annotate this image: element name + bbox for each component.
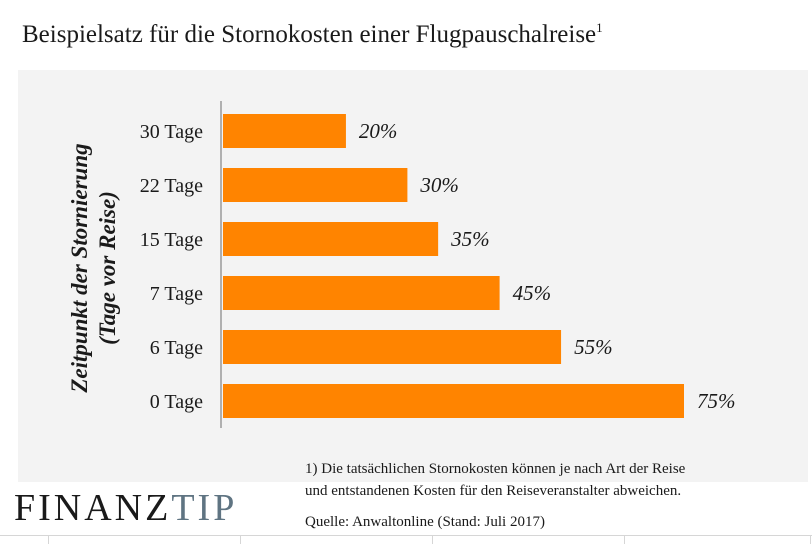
footnote-line2: und entstandenen Kosten für den Reisever… (305, 483, 682, 499)
footer-tick (624, 536, 625, 544)
bar-value-label: 75% (697, 389, 736, 413)
chart-title-text: Beispielsatz für die Stornokosten einer … (22, 21, 597, 48)
bar (223, 384, 684, 418)
bar (223, 168, 408, 202)
bar-value-label: 30% (419, 173, 459, 197)
title-footnote-mark: 1 (596, 20, 603, 35)
category-tick-label: 22 Tage (140, 175, 203, 197)
footer-divider (0, 535, 812, 536)
bar-value-label: 55% (574, 335, 613, 359)
bar (223, 330, 562, 364)
bar-value-label: 35% (450, 227, 490, 251)
category-tick-label: 7 Tage (150, 283, 203, 305)
footer-tick (810, 536, 811, 544)
category-tick-label: 0 Tage (150, 391, 203, 413)
footer-tick (432, 536, 433, 544)
logo-part2: TIP (171, 487, 238, 529)
y-axis-label-line2: (Tage vor Reise) (95, 191, 120, 345)
category-tick-label: 15 Tage (140, 229, 203, 251)
footer-tick (240, 536, 241, 544)
y-axis-label-line1: Zeitpunkt der Stornierung (67, 143, 92, 393)
bar (223, 114, 346, 148)
footer-tick (48, 536, 49, 544)
y-axis-label: Zeitpunkt der Stornierung (Tage vor Reis… (66, 143, 122, 392)
finanztip-logo: FINANZTIP (14, 486, 237, 530)
footnote: 1) Die tatsächlichen Stornokosten können… (305, 458, 685, 502)
footnote-line1: 1) Die tatsächlichen Stornokosten können… (305, 461, 686, 477)
category-tick-label: 6 Tage (150, 337, 203, 359)
logo-part1: FINANZ (14, 487, 172, 529)
bar-value-label: 20% (359, 119, 398, 143)
bar (223, 222, 439, 256)
bar (223, 276, 500, 310)
bar-value-label: 45% (513, 281, 552, 305)
chart-title: Beispielsatz für die Stornokosten einer … (22, 20, 603, 49)
category-tick-label: 30 Tage (140, 121, 203, 143)
source-note: Quelle: Anwaltonline (Stand: Juli 2017) (305, 514, 545, 530)
